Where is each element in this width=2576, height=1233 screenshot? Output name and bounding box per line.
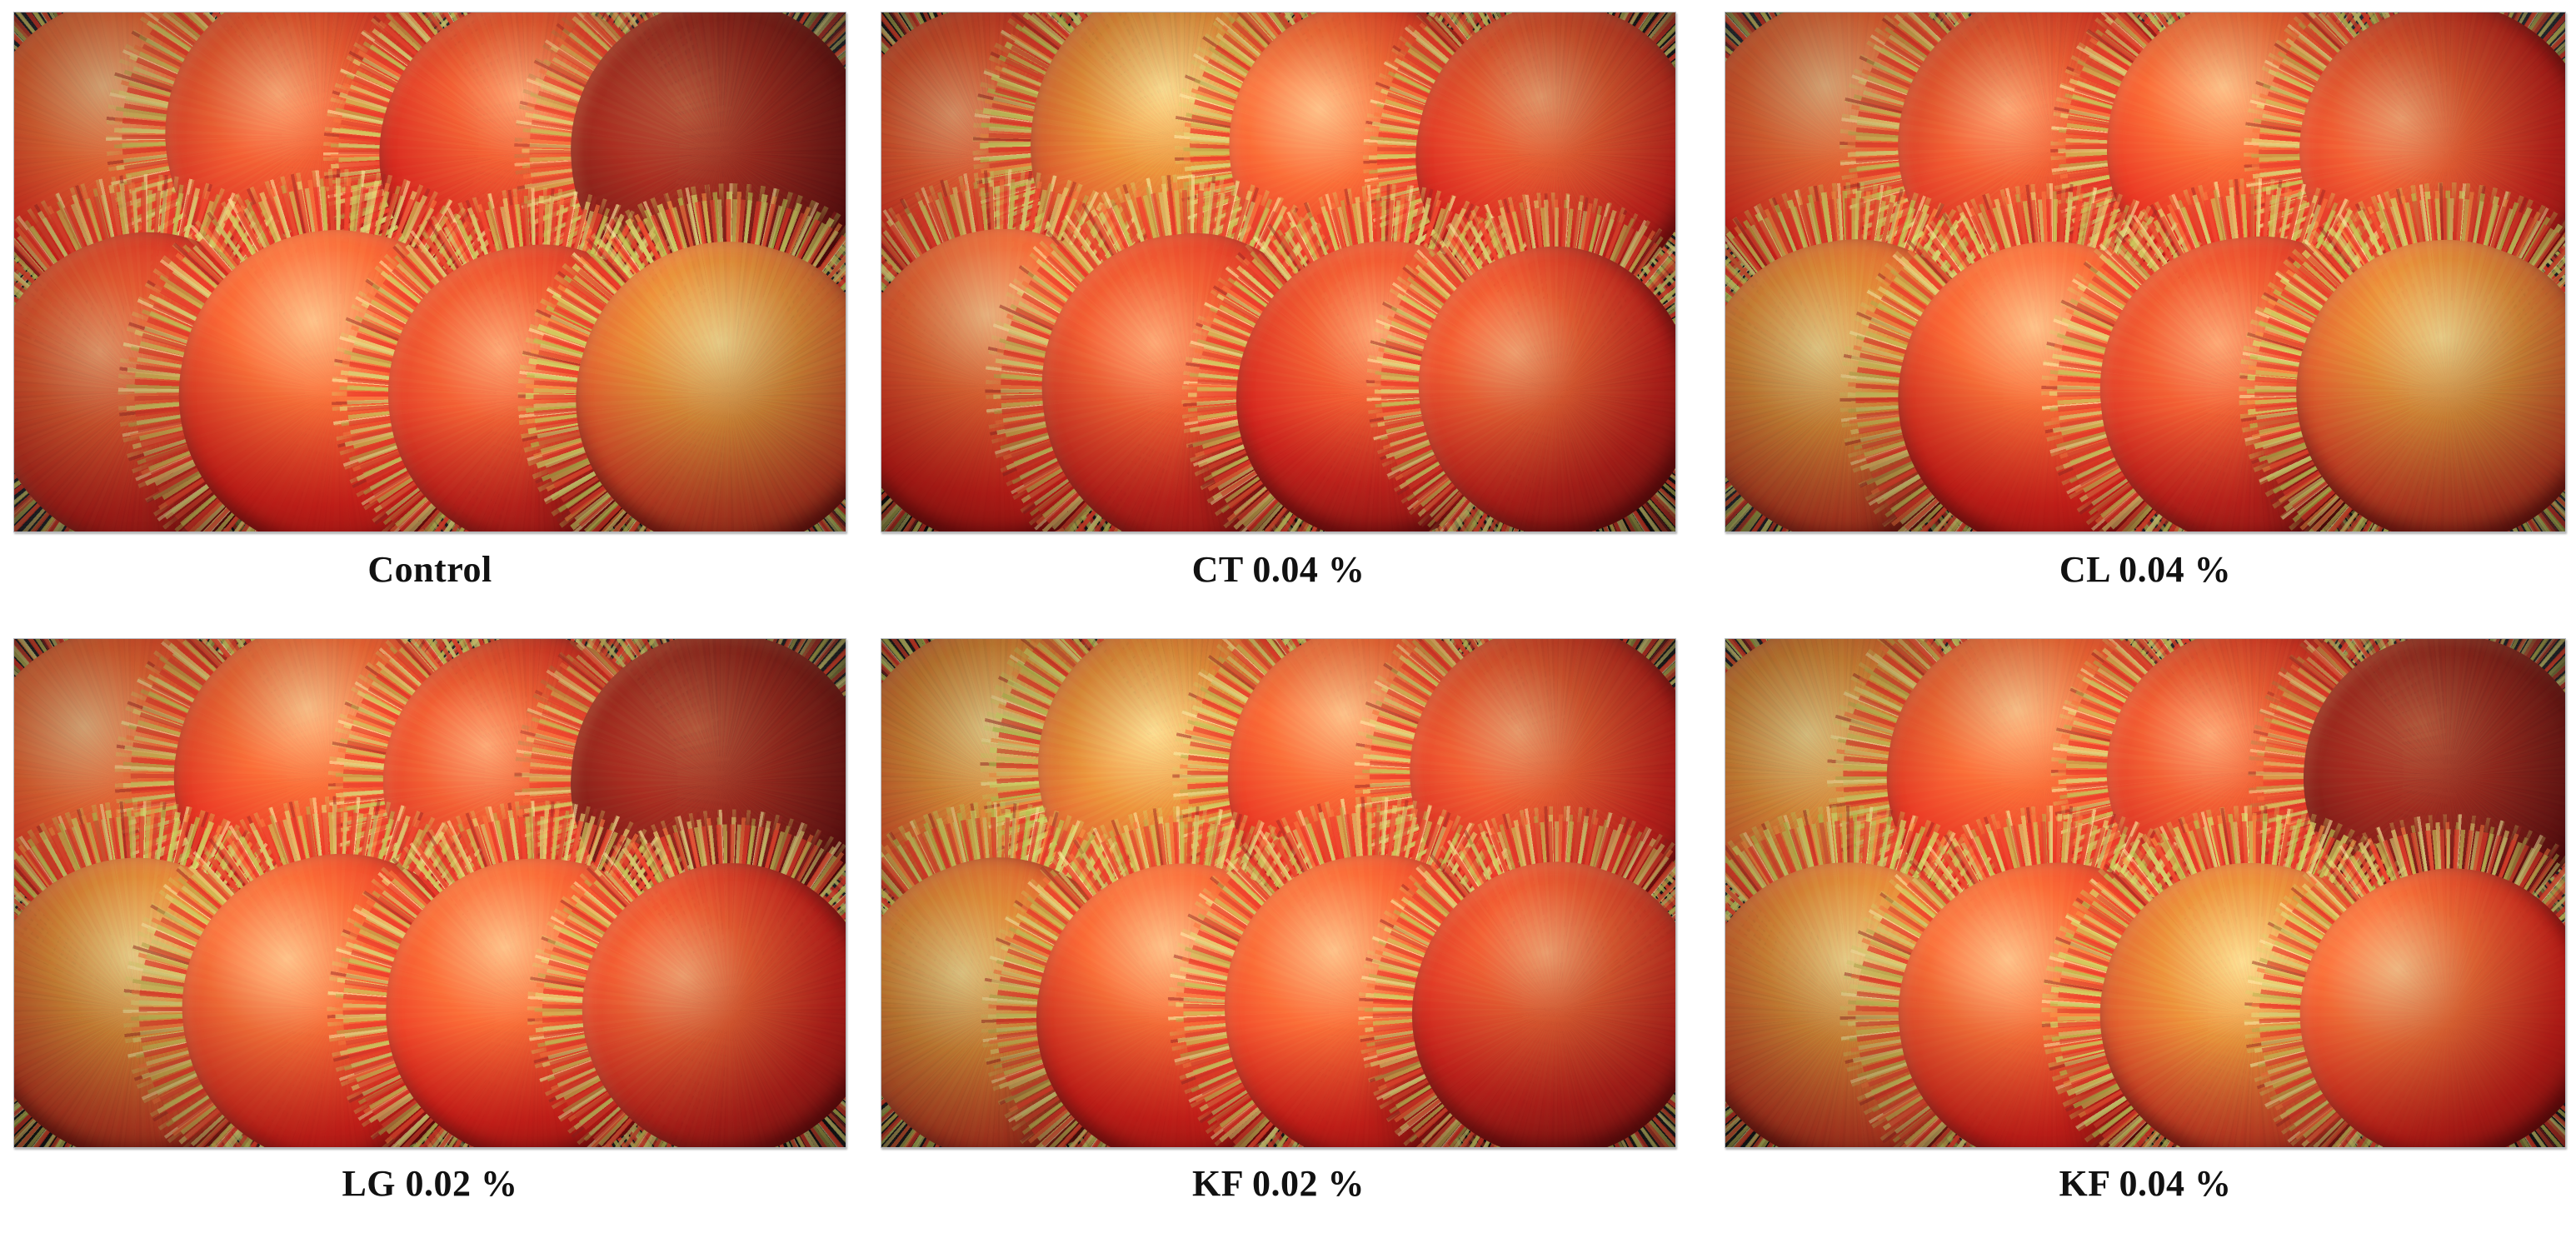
fruit-inner (1306, 135, 1675, 532)
rambutan-fruit (1295, 746, 1675, 1147)
rambutan-fruit (1306, 135, 1675, 532)
fruit-grid (1725, 639, 2565, 1147)
panel-caption: Control (367, 549, 492, 590)
photo-control (13, 12, 846, 532)
figure-panel-kf-004: KF 0.04 % (1701, 616, 2576, 1233)
panel-caption: CL 0.04 % (2059, 549, 2232, 590)
fruit-inner (2183, 752, 2565, 1147)
fruit-grid (14, 12, 846, 532)
figure-panel-kf-002: KF 0.02 % (860, 616, 1701, 1233)
figure-panel-lg-002: LG 0.02 % (0, 616, 860, 1233)
rambutan-fruit (457, 738, 846, 1147)
panel-caption: KF 0.02 % (1192, 1163, 1365, 1204)
fruit-grid (881, 639, 1675, 1147)
rambutan-fruit (2173, 117, 2565, 532)
figure-panel-ct-004: CT 0.04 % (860, 0, 1701, 616)
fruit-grid (14, 639, 846, 1147)
photo-ct-004 (881, 12, 1676, 532)
panel-caption: CT 0.04 % (1191, 549, 1365, 590)
panel-caption: KF 0.04 % (2059, 1163, 2232, 1204)
rambutan-fruit (456, 122, 846, 532)
photo-kf-002 (881, 638, 1676, 1148)
figure-panel-cl-004: CL 0.04 % (1701, 0, 2576, 616)
fruit-grid (881, 12, 1675, 532)
fruit-grid (1725, 12, 2565, 532)
fruit-inner (456, 122, 846, 532)
panel-caption: LG 0.02 % (342, 1163, 518, 1204)
photo-cl-004 (1725, 12, 2566, 532)
photo-kf-004 (1725, 638, 2566, 1148)
fruit-inner (1295, 746, 1675, 1147)
rambutan-fruit (2183, 752, 2565, 1147)
photo-lg-002 (13, 638, 846, 1148)
figure-panel-control: Control (0, 0, 860, 616)
